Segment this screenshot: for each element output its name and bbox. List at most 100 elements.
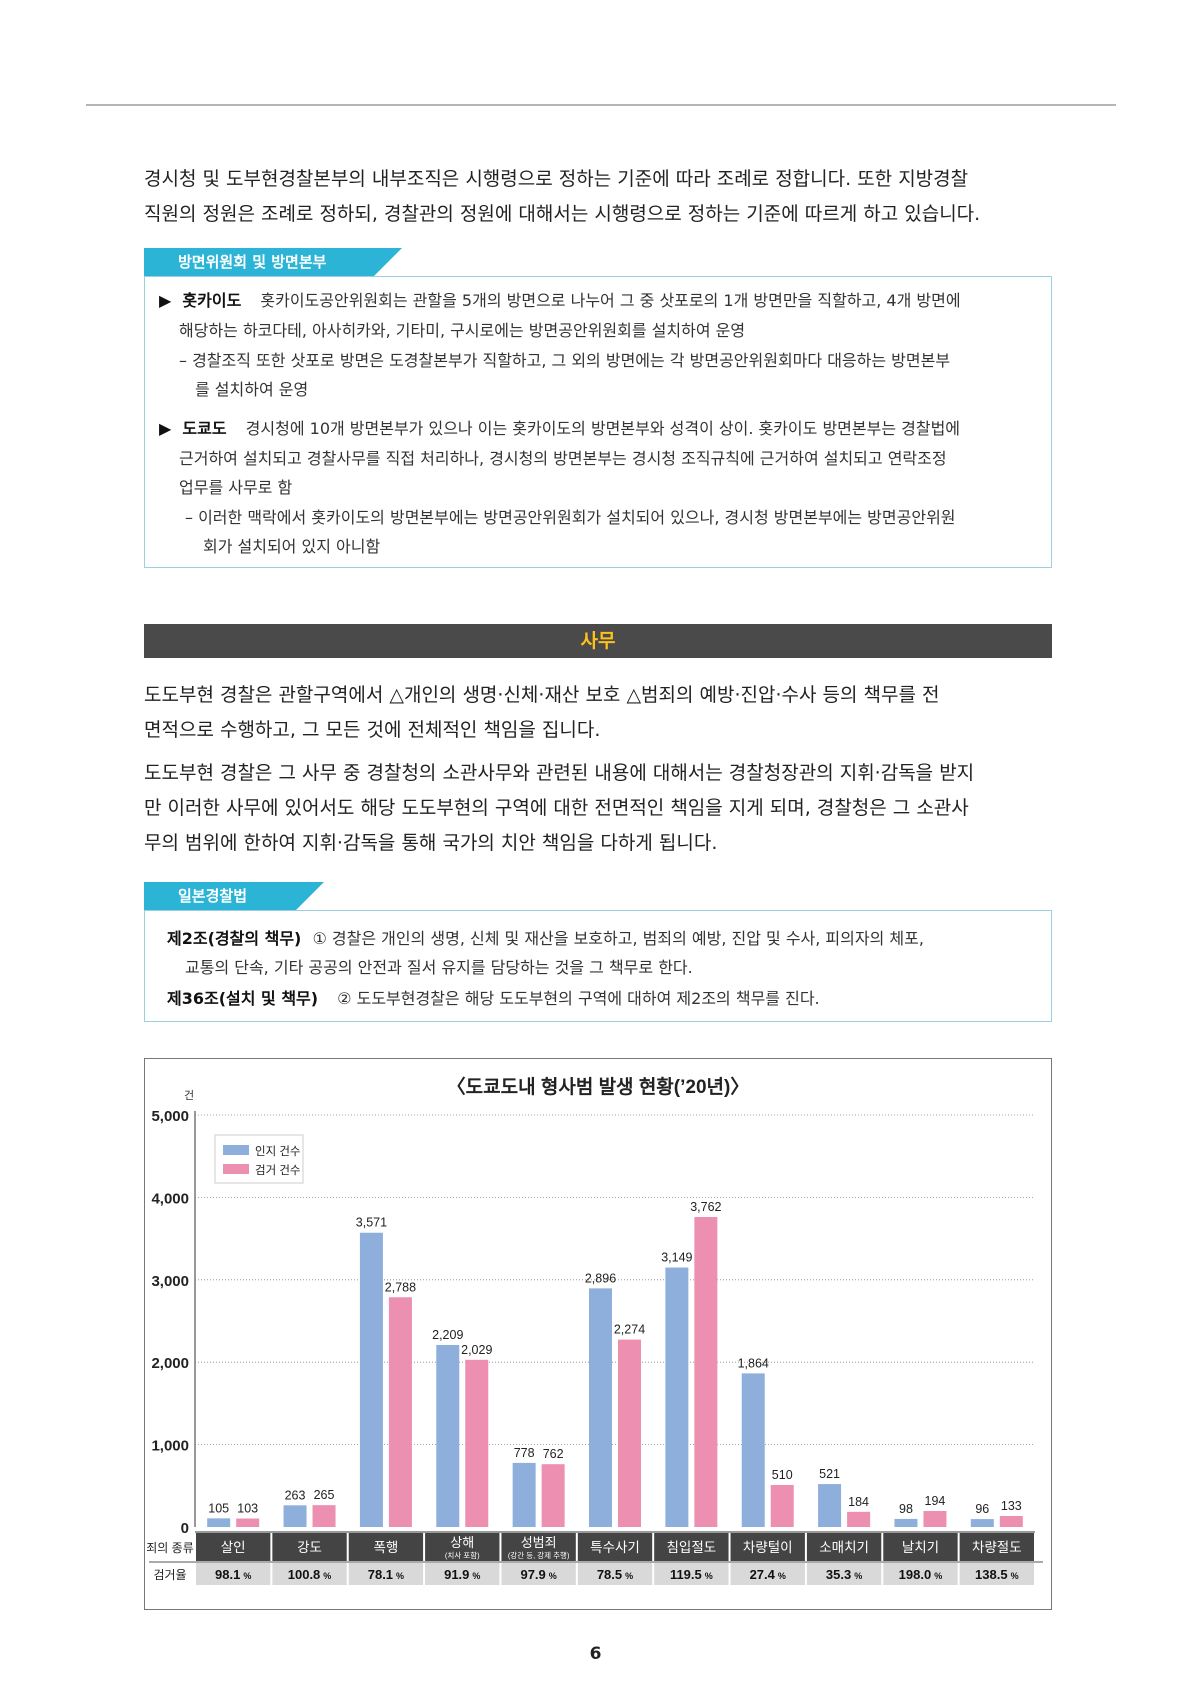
y-tick-label: 2,000 xyxy=(151,1355,189,1372)
page-number: 6 xyxy=(589,1644,602,1664)
data-label: 98 xyxy=(899,1502,913,1516)
bar-arrested xyxy=(541,1464,565,1527)
category-cell xyxy=(654,1533,729,1561)
x-tick-label: 날치기 xyxy=(902,1540,939,1555)
item-head: 홋카이도 xyxy=(182,291,242,310)
category-cell xyxy=(806,1533,882,1561)
item-text: 업무를 사무로 함 xyxy=(179,478,293,497)
y-tick-label: 4,000 xyxy=(151,1190,189,1207)
info-box-district-commissions: ▶ 홋카이도 홋카이도공안위원회는 관할을 5개의 방면으로 나누어 그 중 삿… xyxy=(144,276,1052,568)
legend-label: 검거 건수 xyxy=(255,1164,301,1177)
data-label: 510 xyxy=(772,1468,793,1482)
rate-cell xyxy=(501,1563,576,1585)
bar-reported xyxy=(589,1288,612,1527)
article-head: 제2조(경찰의 책무) xyxy=(167,929,302,948)
bar-arrested xyxy=(618,1339,641,1527)
data-label: 2,274 xyxy=(614,1323,645,1337)
bar-reported xyxy=(207,1518,231,1527)
category-cell xyxy=(577,1533,653,1561)
rate-cell xyxy=(577,1563,653,1585)
rate-cell xyxy=(806,1563,882,1585)
data-label: 184 xyxy=(848,1495,869,1509)
y-tick-label: 5,000 xyxy=(151,1108,189,1125)
arrest-rate-unit: % xyxy=(323,1571,331,1581)
bar-reported xyxy=(970,1519,994,1527)
data-label: 2,209 xyxy=(432,1328,463,1342)
intro-line: 직원의 정원은 조례로 정하되, 경찰관의 정원에 대해서는 시행령으로 정하는… xyxy=(144,203,981,225)
box-tab-label: 일본경찰법 xyxy=(144,882,324,910)
arrest-rate-unit: % xyxy=(934,1571,942,1581)
bar-arrested xyxy=(923,1511,947,1527)
article-text: 교통의 단속, 기타 공공의 안전과 질서 유지를 담당하는 것을 그 책무로 … xyxy=(185,958,693,977)
rate-row-label: 검거율 xyxy=(153,1568,186,1582)
rate-cell xyxy=(348,1563,424,1585)
data-label: 762 xyxy=(543,1447,564,1461)
arrest-rate-unit: % xyxy=(396,1571,404,1581)
data-label: 263 xyxy=(285,1488,306,1502)
article-36: 제36조(설치 및 책무) ② 도도부현경찰은 해당 도도부현의 구역에 대하여… xyxy=(167,985,820,1009)
item-subtext: 를 설치하여 운영 xyxy=(195,380,309,399)
data-label: 521 xyxy=(819,1467,840,1481)
data-label: 265 xyxy=(314,1488,335,1502)
item-subtext: 회가 설치되어 있지 아니함 xyxy=(203,537,381,556)
legend-swatch xyxy=(223,1164,249,1174)
rate-cell xyxy=(959,1563,1034,1585)
category-cell xyxy=(501,1533,576,1561)
bar-arrested xyxy=(388,1297,412,1527)
intro-line: 경시청 및 도부현경찰본부의 내부조직은 시행령으로 정하는 기준에 따라 조례… xyxy=(144,168,969,190)
x-tick-label: 강도 xyxy=(297,1540,322,1555)
category-cell xyxy=(425,1533,500,1561)
arrest-rate-unit: % xyxy=(243,1571,251,1581)
article-text: ① 경찰은 개인의 생명, 신체 및 재산을 보호하고, 범죄의 예방, 진압 … xyxy=(312,929,924,948)
chart-title: 〈도쿄도내 형사범 발생 현황(’20년)〉 xyxy=(447,1075,750,1098)
duties-paragraph-2: 도도부현 경찰은 그 사무 중 경찰청의 소관사무와 관련된 내용에 대해서는 … xyxy=(144,756,1054,861)
crime-chart-frame: 〈도쿄도내 형사범 발생 현황(’20년)〉 건 0 1,000 2,000 3,00… xyxy=(144,1058,1052,1610)
data-label: 3,762 xyxy=(690,1200,721,1214)
category-cell xyxy=(196,1533,271,1561)
top-divider xyxy=(86,104,1116,106)
intro-paragraph: 경시청 및 도부현경찰본부의 내부조직은 시행령으로 정하는 기준에 따라 조례… xyxy=(144,162,1054,232)
hokkaido-item: ▶ 홋카이도 홋카이도공안위원회는 관할을 5개의 방면으로 나누어 그 중 삿… xyxy=(159,287,961,311)
article-2: 제2조(경찰의 책무) ① 경찰은 개인의 생명, 신체 및 재산을 보호하고,… xyxy=(167,925,924,949)
rate-cell xyxy=(425,1563,500,1585)
data-label: 133 xyxy=(1001,1499,1022,1513)
bar-reported xyxy=(894,1518,918,1527)
bullet-marker: ▶ xyxy=(159,419,172,438)
duties-paragraph-1: 도도부현 경찰은 관할구역에서 △개인의 생명·신체·재산 보호 △범죄의 예방… xyxy=(144,678,1054,748)
category-row-label: 죄의 종류 xyxy=(146,1541,194,1555)
data-label: 2,029 xyxy=(461,1343,492,1357)
bar-reported xyxy=(741,1373,765,1527)
data-label: 2,896 xyxy=(585,1271,616,1285)
bar-reported xyxy=(359,1232,383,1527)
y-tick-label: 0 xyxy=(181,1520,189,1537)
arrest-rate-unit: % xyxy=(1011,1571,1019,1581)
arrest-rate-unit: % xyxy=(705,1571,713,1581)
data-label: 103 xyxy=(237,1502,258,1516)
tokyo-item: ▶ 도쿄도 경시청에 10개 방면본부가 있으나 이는 홋카이도의 방면본부와 … xyxy=(159,415,960,439)
x-tick-label: 폭행 xyxy=(373,1540,398,1555)
duties-line: 무의 범위에 한하여 지휘·감독을 통해 국가의 치안 책임을 다하게 됩니다. xyxy=(144,832,718,854)
data-label: 96 xyxy=(975,1502,989,1516)
arrest-rate-unit: % xyxy=(472,1571,480,1581)
section-title: 사무 xyxy=(580,630,616,652)
bar-reported xyxy=(436,1344,460,1527)
item-text: 해당하는 하코다테, 아사히카와, 기타미, 구시로에는 방면공안위원회를 설치… xyxy=(179,321,746,340)
bar-arrested xyxy=(999,1516,1023,1527)
rate-cell xyxy=(196,1563,271,1585)
duties-line: 도도부현 경찰은 그 사무 중 경찰청의 소관사무와 관련된 내용에 대해서는 … xyxy=(144,762,975,784)
category-cell xyxy=(272,1533,347,1561)
y-tick-label: 3,000 xyxy=(151,1273,189,1290)
bar-reported xyxy=(665,1267,689,1527)
duties-line: 도도부현 경찰은 관할구역에서 △개인의 생명·신체·재산 보호 △범죄의 예방… xyxy=(144,684,940,706)
crime-bar-chart: 〈도쿄도내 형사범 발생 현황(’20년)〉 건 0 1,000 2,000 3,00… xyxy=(146,1075,1043,1585)
data-label: 2,788 xyxy=(385,1280,416,1294)
x-tick-label: 특수사기 xyxy=(590,1540,640,1555)
arrest-rate-unit: % xyxy=(625,1571,633,1581)
item-text: 홋카이도공안위원회는 관할을 5개의 방면으로 나누어 그 중 삿포로의 1개 … xyxy=(260,291,961,310)
data-label: 3,149 xyxy=(661,1251,692,1265)
duties-line: 만 이러한 사무에 있어서도 해당 도도부현의 구역에 대한 전면적인 책임을 … xyxy=(144,797,969,819)
item-text: 근거하여 설치되고 경찰사무를 직접 처리하나, 경시청의 방면본부는 경시청 … xyxy=(179,449,947,468)
article-head: 제36조(설치 및 책무) xyxy=(167,989,319,1008)
bar-arrested xyxy=(312,1505,336,1527)
category-cell xyxy=(730,1533,805,1561)
